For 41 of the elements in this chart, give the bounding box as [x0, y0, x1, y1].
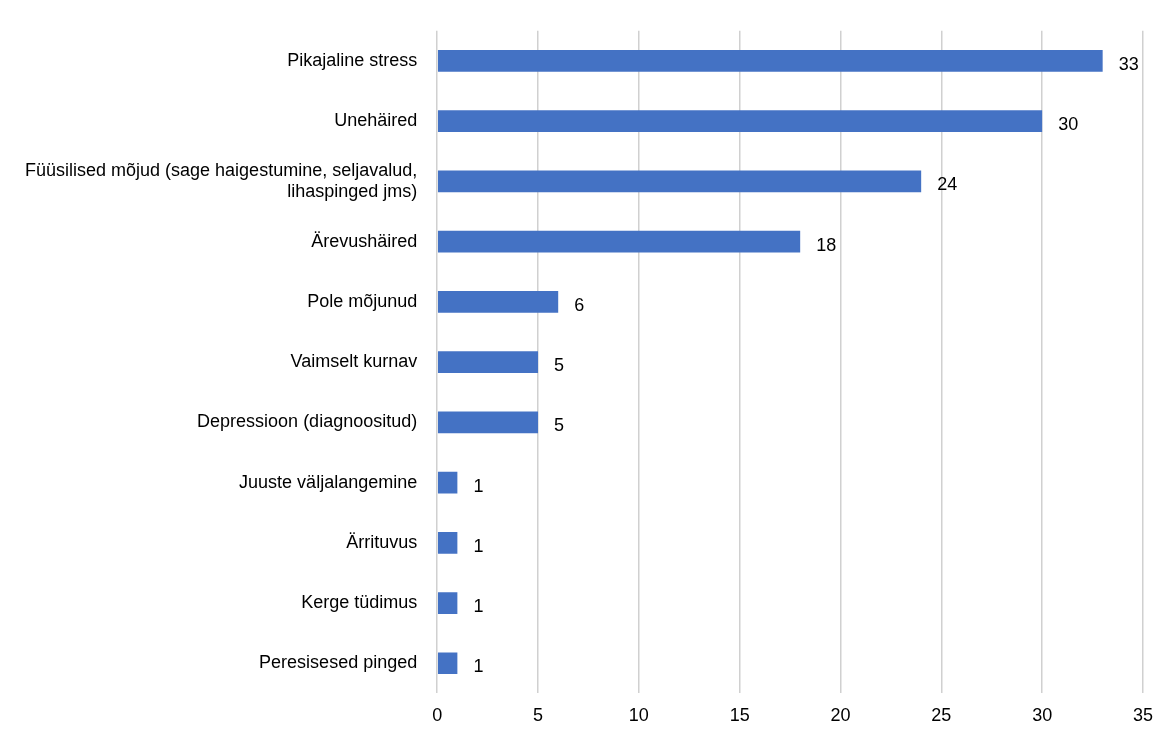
y-tick-label: Pikajaline stress: [287, 49, 418, 70]
y-tick-label: Peresisesed pinged: [259, 652, 418, 673]
data-label: 1: [473, 475, 484, 496]
bar: [437, 351, 539, 373]
y-tick-label: Vaimselt kurnav: [290, 351, 418, 372]
x-tick-label: 5: [533, 705, 544, 726]
y-tick-label: Ärevushäired: [311, 230, 418, 251]
bar: [437, 170, 922, 193]
x-tick-label: 35: [1132, 705, 1153, 726]
x-tick-label: 0: [432, 705, 443, 726]
bar: [437, 471, 458, 494]
bar: [437, 411, 539, 434]
bar: [437, 50, 1103, 72]
x-tick-label: 20: [830, 705, 851, 726]
x-tick-label: 10: [628, 705, 649, 726]
data-label: 1: [473, 535, 484, 556]
y-tick-label: Unehäired: [334, 110, 418, 131]
y-tick-label: Füüsilised mõjud (sage haigestumine, seljavalud, lihaspinged jms): [24, 159, 418, 202]
y-tick-label: Ärrituvus: [346, 531, 418, 552]
y-tick-label: Depressioon (diagnoositud): [197, 411, 418, 432]
data-label: 33: [1118, 53, 1139, 74]
bar: [437, 592, 458, 614]
y-tick-label: Kerge tüdimus: [301, 592, 418, 613]
data-label: 18: [816, 234, 837, 255]
data-label: 6: [574, 294, 585, 315]
bar: [437, 230, 801, 253]
data-label: 1: [473, 596, 484, 617]
bar: [437, 531, 458, 554]
x-tick-label: 25: [931, 705, 952, 726]
data-label: 5: [554, 415, 565, 436]
bar: [437, 652, 458, 675]
bar: [437, 110, 1043, 132]
data-label: 1: [473, 656, 484, 677]
x-tick-label: 15: [729, 705, 750, 726]
bar: [437, 291, 559, 313]
y-tick-label: Pole mõjunud: [307, 290, 418, 311]
data-label: 5: [554, 355, 565, 376]
x-tick-label: 30: [1032, 705, 1053, 726]
data-label: 30: [1058, 114, 1079, 135]
data-label: 24: [937, 174, 958, 195]
y-tick-label: Juuste väljalangemine: [239, 471, 418, 492]
